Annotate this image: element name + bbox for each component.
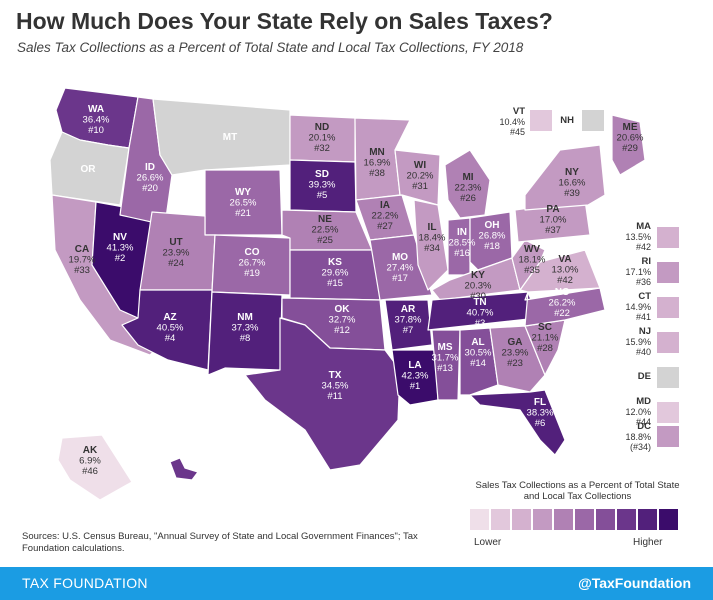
sidebar-vt-swatch xyxy=(530,110,552,131)
state-label-mn: MN 16.9% #38 xyxy=(364,147,391,179)
state-label-or: OR xyxy=(81,164,97,175)
state-label-il: IL 18.4% #34 xyxy=(419,222,446,254)
state-label-ks: KS 29.6% #15 xyxy=(322,257,349,289)
state-label-ca: CA 19.7% #33 xyxy=(69,244,96,276)
state-hi xyxy=(169,457,199,481)
state-label-me: ME 20.6% #29 xyxy=(617,122,644,154)
state-label-tx: TX 34.5% #11 xyxy=(322,370,349,402)
page-subtitle: Sales Tax Collections as a Percent of To… xyxy=(17,40,524,55)
legend-scale xyxy=(470,509,678,530)
state-al xyxy=(459,327,499,396)
state-label-nc: NC 26.2% #22 xyxy=(549,287,576,319)
state-label-wy: WY 26.5% #21 xyxy=(230,187,257,219)
state-label-fl: FL 38.3% #6 xyxy=(527,397,554,429)
state-label-mi: MI 22.3% #26 xyxy=(455,172,482,204)
sidebar-vt-text: VT 10.4% #45 xyxy=(499,106,525,138)
legend-swatch-9 xyxy=(638,509,657,530)
state-mo xyxy=(369,234,433,301)
state-label-pa: PA 17.0% #37 xyxy=(540,204,567,236)
sidebar-dc-text: DC 18.8% (#34) xyxy=(625,421,651,453)
us-map: WA 36.4% #10 OR CA 19.7% #33 NV 41.3% #2 ID 26.6% #2… xyxy=(49,87,646,501)
state-label-ak: AK 6.9% #46 xyxy=(79,445,101,477)
state-label-va: VA 13.0% #42 xyxy=(552,254,579,286)
sidebar-nj-text: NJ 15.9% #40 xyxy=(625,326,651,358)
state-label-mo: MO 27.4% #17 xyxy=(387,252,414,284)
state-label-ny: NY 16.6% #39 xyxy=(559,167,586,199)
state-ak xyxy=(57,434,133,501)
state-tx xyxy=(244,317,401,471)
legend-swatch-5 xyxy=(554,509,573,530)
sidebar-ct-text: CT 14.9% #41 xyxy=(625,291,651,323)
sidebar-ri-text: RI 17.1% #36 xyxy=(625,256,651,288)
state-label-wi: WI 20.2% #31 xyxy=(407,160,434,192)
sidebar-dc-swatch xyxy=(657,426,679,447)
state-label-tn: TN 40.7% #3 xyxy=(467,297,494,329)
sidebar-nj-swatch xyxy=(657,332,679,353)
state-label-nd: ND 20.1% #32 xyxy=(309,122,336,154)
sidebar-de-text: DE xyxy=(637,371,651,382)
state-label-wv: WV 18.1% #35 xyxy=(519,244,546,276)
state-mi xyxy=(444,149,491,219)
sources-note: Sources: U.S. Census Bureau, "Annual Sur… xyxy=(22,531,418,554)
state-label-nm: NM 37.3% #8 xyxy=(232,312,259,344)
state-mt xyxy=(152,98,291,176)
state-label-ut: UT 23.9% #24 xyxy=(163,237,190,269)
footer-brand: TAX FOUNDATION xyxy=(22,575,148,591)
legend-swatch-3 xyxy=(512,509,531,530)
legend-low-label: Lower xyxy=(474,537,502,548)
state-ny xyxy=(524,144,606,211)
state-wv xyxy=(511,239,546,291)
state-label-ne: NE 22.5% #25 xyxy=(312,214,339,246)
legend-swatch-1 xyxy=(470,509,489,530)
state-label-oh: OH 26.8% #18 xyxy=(479,220,506,252)
footer-handle: @TaxFoundation xyxy=(578,575,691,591)
state-label-co: CO 26.7% #19 xyxy=(239,247,266,279)
state-label-nv: NV 41.3% #2 xyxy=(107,232,134,264)
state-la xyxy=(391,349,439,406)
state-me xyxy=(611,114,646,176)
legend-title: Sales Tax Collections as a Percent of To… xyxy=(475,480,680,502)
state-label-la: LA 42.3% #1 xyxy=(402,360,429,392)
state-label-id: ID 26.6% #20 xyxy=(137,162,164,194)
sidebar-nh-swatch xyxy=(582,110,604,131)
state-label-ms: MS 31.7% #13 xyxy=(432,342,459,374)
state-label-az: AZ 40.5% #4 xyxy=(157,312,184,344)
sidebar-ct-swatch xyxy=(657,297,679,318)
state-label-al: AL 30.5% #14 xyxy=(465,337,492,369)
sidebar-nh-text: NH xyxy=(560,115,574,126)
state-or xyxy=(49,131,130,206)
footer-bar: TAX FOUNDATION @TaxFoundation xyxy=(0,567,713,600)
state-label-sc: SC 21.1% #28 xyxy=(532,322,559,354)
legend-swatch-2 xyxy=(491,509,510,530)
sidebar-ma-swatch xyxy=(657,227,679,248)
legend-high-label: Higher xyxy=(633,537,663,548)
state-label-ok: OK 32.7% #12 xyxy=(329,304,356,336)
state-ms xyxy=(431,329,461,401)
state-label-sd: SD 39.3% #5 xyxy=(309,169,336,201)
state-label-mt: MT xyxy=(223,132,237,143)
legend-swatch-4 xyxy=(533,509,552,530)
sidebar-ma-text: MA 13.5% #42 xyxy=(625,221,651,253)
legend-swatch-7 xyxy=(596,509,615,530)
legend-swatch-8 xyxy=(617,509,636,530)
sidebar-md-swatch xyxy=(657,402,679,423)
state-wi xyxy=(394,149,441,206)
sidebar-ri-swatch xyxy=(657,262,679,283)
legend-swatch-10 xyxy=(659,509,678,530)
state-fl xyxy=(469,389,566,456)
state-il xyxy=(413,199,449,291)
state-label-ky: KY 20.3% #30 xyxy=(465,270,492,302)
state-nm xyxy=(207,291,283,376)
state-label-ia: IA 22.2% #27 xyxy=(372,200,399,232)
state-ar xyxy=(384,299,433,351)
sidebar-de-swatch xyxy=(657,367,679,388)
state-label-ga: GA 23.9% #23 xyxy=(502,337,529,369)
state-label-ar: AR 37.8% #7 xyxy=(395,304,422,336)
sidebar-md-text: MD 12.0% #44 xyxy=(625,396,651,428)
state-label-wa: WA 36.4% #10 xyxy=(83,104,110,136)
state-label-in: IN 28.5% #16 xyxy=(449,227,476,259)
legend-swatch-6 xyxy=(575,509,594,530)
page-title: How Much Does Your State Rely on Sales T… xyxy=(16,8,553,34)
state-label-hi: HI 36.7% #9 xyxy=(159,422,186,454)
